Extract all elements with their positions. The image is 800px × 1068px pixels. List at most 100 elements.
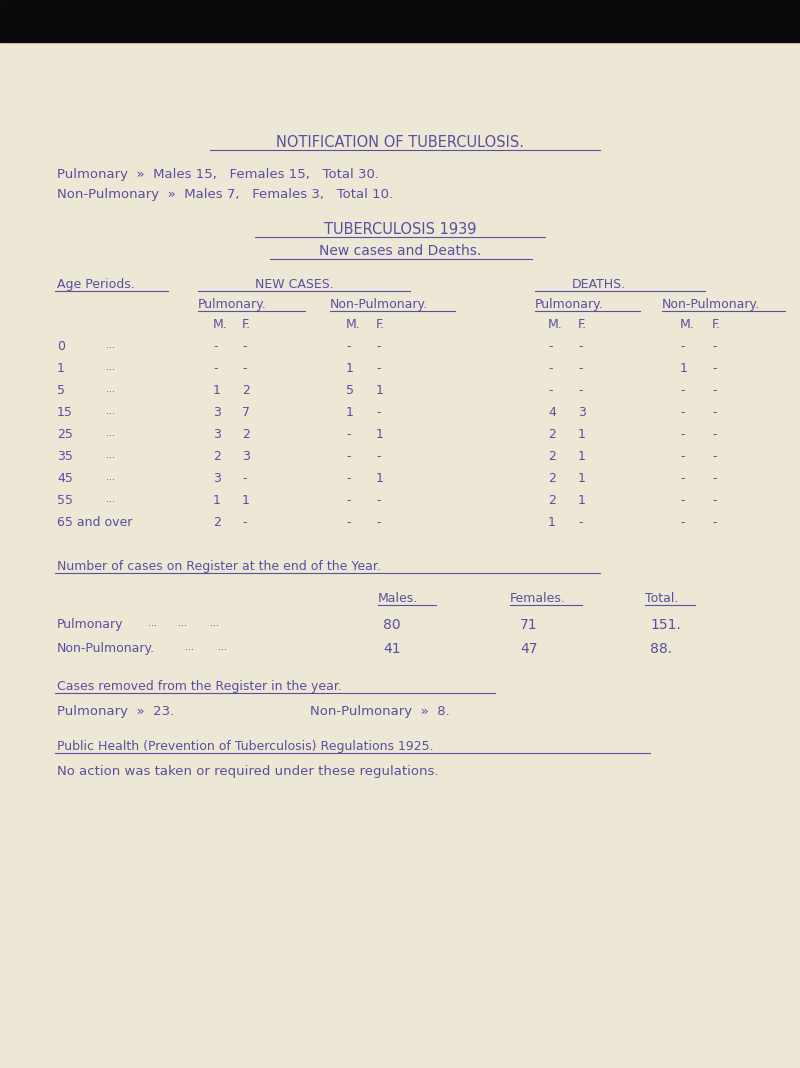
Text: ...: ...	[106, 428, 115, 438]
Text: -: -	[346, 450, 350, 464]
Text: 1: 1	[578, 450, 586, 464]
Text: 1: 1	[680, 362, 688, 375]
Text: ...: ...	[218, 642, 227, 651]
Text: ...: ...	[106, 472, 115, 482]
Text: Total.: Total.	[645, 592, 678, 604]
Text: 1: 1	[578, 472, 586, 485]
Text: 88.: 88.	[650, 642, 672, 656]
Text: 5: 5	[346, 384, 354, 397]
Text: -: -	[346, 516, 350, 529]
Text: 1: 1	[213, 384, 221, 397]
Text: -: -	[242, 340, 246, 354]
Text: -: -	[680, 494, 685, 507]
Text: -: -	[242, 362, 246, 375]
Text: -: -	[680, 428, 685, 441]
Text: Pulmonary.: Pulmonary.	[198, 298, 266, 311]
Text: -: -	[712, 340, 717, 354]
Text: 71: 71	[520, 618, 538, 632]
Text: -: -	[680, 384, 685, 397]
Text: -: -	[213, 340, 218, 354]
Text: 2: 2	[548, 428, 556, 441]
Text: 1: 1	[57, 362, 65, 375]
Text: ...: ...	[106, 384, 115, 394]
Text: -: -	[680, 340, 685, 354]
Text: 3: 3	[213, 472, 221, 485]
Text: 2: 2	[242, 384, 250, 397]
Text: -: -	[376, 362, 381, 375]
Text: ...: ...	[210, 618, 219, 628]
Text: ...: ...	[178, 618, 187, 628]
Text: 1: 1	[213, 494, 221, 507]
Text: NEW CASES.: NEW CASES.	[255, 278, 334, 290]
Text: -: -	[712, 406, 717, 419]
Text: M.: M.	[213, 318, 228, 331]
Text: 1: 1	[376, 384, 384, 397]
Text: -: -	[578, 362, 582, 375]
Text: Number of cases on Register at the end of the Year.: Number of cases on Register at the end o…	[57, 560, 381, 574]
Text: -: -	[346, 340, 350, 354]
Text: -: -	[712, 450, 717, 464]
Text: Non-Pulmonary.: Non-Pulmonary.	[662, 298, 760, 311]
Text: 2: 2	[548, 450, 556, 464]
Text: -: -	[376, 516, 381, 529]
Text: 3: 3	[242, 450, 250, 464]
Text: -: -	[578, 340, 582, 354]
Text: 5: 5	[57, 384, 65, 397]
Text: -: -	[242, 472, 246, 485]
Text: -: -	[376, 494, 381, 507]
Text: F.: F.	[242, 318, 251, 331]
Text: -: -	[213, 362, 218, 375]
Text: -: -	[376, 340, 381, 354]
Text: -: -	[680, 516, 685, 529]
Text: Pulmonary.: Pulmonary.	[535, 298, 604, 311]
Bar	[0, 0, 800, 42]
Text: M.: M.	[680, 318, 694, 331]
Text: Age Periods.: Age Periods.	[57, 278, 134, 290]
Text: -: -	[680, 406, 685, 419]
Text: 0: 0	[57, 340, 65, 354]
Text: Non-Pulmonary  »  Males 7,   Females 3,   Total 10.: Non-Pulmonary » Males 7, Females 3, Tota…	[57, 188, 393, 201]
Text: Pulmonary  »  23.: Pulmonary » 23.	[57, 705, 174, 718]
Text: 1: 1	[242, 494, 250, 507]
Text: ...: ...	[106, 406, 115, 417]
Text: 1: 1	[376, 472, 384, 485]
Text: -: -	[548, 384, 553, 397]
Text: -: -	[680, 450, 685, 464]
Text: -: -	[578, 516, 582, 529]
Text: Pulmonary: Pulmonary	[57, 618, 123, 631]
Text: 1: 1	[346, 406, 354, 419]
Text: Males.: Males.	[378, 592, 418, 604]
Text: 151.: 151.	[650, 618, 681, 632]
Text: 3: 3	[213, 406, 221, 419]
Text: 1: 1	[376, 428, 384, 441]
Text: 2: 2	[213, 450, 221, 464]
Text: 3: 3	[578, 406, 586, 419]
Text: 65 and over: 65 and over	[57, 516, 132, 529]
Text: F.: F.	[712, 318, 721, 331]
Text: 4: 4	[548, 406, 556, 419]
Text: Females.: Females.	[510, 592, 566, 604]
Text: -: -	[578, 384, 582, 397]
Text: F.: F.	[376, 318, 385, 331]
Text: 80: 80	[383, 618, 401, 632]
Text: -: -	[346, 428, 350, 441]
Text: Non-Pulmonary.: Non-Pulmonary.	[330, 298, 428, 311]
Text: -: -	[712, 516, 717, 529]
Text: ...: ...	[106, 340, 115, 350]
Text: -: -	[712, 472, 717, 485]
Text: ...: ...	[148, 618, 157, 628]
Text: -: -	[376, 406, 381, 419]
Text: -: -	[712, 362, 717, 375]
Text: 2: 2	[548, 494, 556, 507]
Text: -: -	[346, 472, 350, 485]
Text: -: -	[712, 428, 717, 441]
Text: 1: 1	[578, 494, 586, 507]
Text: Public Health (Prevention of Tuberculosis) Regulations 1925.: Public Health (Prevention of Tuberculosi…	[57, 740, 434, 753]
Text: -: -	[548, 340, 553, 354]
Text: New cases and Deaths.: New cases and Deaths.	[319, 244, 481, 258]
Text: 25: 25	[57, 428, 73, 441]
Text: M.: M.	[548, 318, 562, 331]
Text: No action was taken or required under these regulations.: No action was taken or required under th…	[57, 765, 438, 778]
Text: Cases removed from the Register in the year.: Cases removed from the Register in the y…	[57, 680, 342, 693]
Text: 1: 1	[346, 362, 354, 375]
